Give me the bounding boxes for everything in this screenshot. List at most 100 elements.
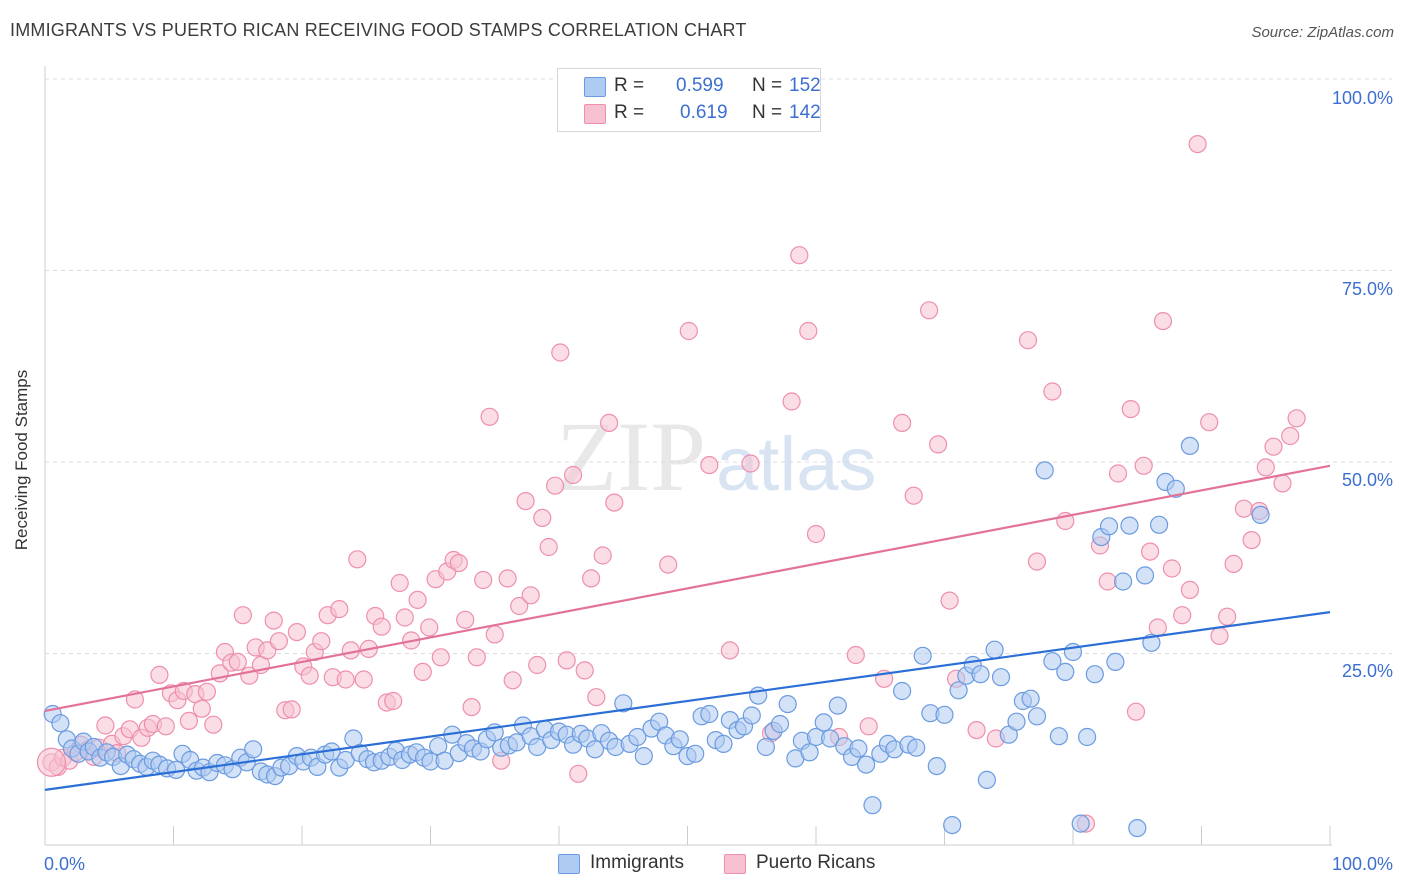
grid-lines	[45, 78, 1392, 654]
point-puerto-ricans	[1018, 331, 1038, 350]
point-puerto-ricans	[1162, 559, 1182, 578]
point-puerto-ricans	[287, 622, 306, 642]
point-puerto-ricans	[485, 625, 504, 644]
trendline-immigrants	[44, 611, 1331, 791]
point-puerto-ricans	[498, 569, 517, 588]
point-puerto-ricans	[1210, 626, 1229, 646]
correlation-legend: R = 0.599 N = 152 R = 0.619 N = 142	[557, 68, 821, 132]
y-tick-label: 50.0%	[1342, 470, 1393, 490]
point-puerto-ricans	[413, 662, 432, 682]
point-puerto-ricans	[1140, 542, 1160, 561]
point-puerto-ricans	[557, 651, 576, 670]
point-immigrants	[1135, 566, 1155, 585]
point-immigrants	[1128, 818, 1147, 838]
point-immigrants	[244, 740, 263, 759]
point-immigrants	[913, 646, 932, 665]
point-puerto-ricans	[264, 611, 283, 630]
point-immigrants	[614, 694, 633, 713]
point-puerto-ricans	[569, 764, 588, 783]
point-puerto-ricans	[1224, 554, 1243, 574]
point-puerto-ricans	[967, 720, 986, 740]
point-puerto-ricans	[605, 493, 624, 512]
point-puerto-ricans	[581, 569, 601, 588]
point-puerto-ricans	[904, 486, 923, 505]
point-immigrants	[1106, 652, 1125, 672]
point-immigrants	[1007, 712, 1026, 731]
point-immigrants	[670, 730, 689, 749]
point-immigrants	[770, 714, 790, 734]
point-puerto-ricans	[1264, 437, 1283, 456]
point-puerto-ricans	[741, 454, 760, 473]
point-puerto-ricans	[551, 343, 570, 362]
point-immigrants	[634, 746, 653, 766]
point-immigrants	[800, 743, 819, 762]
point-puerto-ricans-cluster	[36, 747, 67, 777]
point-immigrants	[949, 681, 968, 700]
point-puerto-ricans	[1148, 618, 1167, 637]
point-puerto-ricans	[150, 665, 169, 685]
point-puerto-ricans	[799, 321, 818, 341]
point-puerto-ricans	[480, 407, 499, 426]
point-puerto-ricans	[700, 456, 719, 475]
legend-label-immigrants: Immigrants	[590, 852, 684, 873]
point-puerto-ricans	[420, 618, 439, 637]
legend-n-value: 142	[789, 102, 821, 123]
point-puerto-ricans	[563, 465, 583, 485]
point-puerto-ricans	[720, 641, 740, 660]
point-immigrants	[849, 739, 868, 758]
point-puerto-ricans	[593, 546, 612, 565]
point-immigrants	[1149, 515, 1169, 534]
point-immigrants	[1120, 516, 1139, 535]
legend-r-value: 0.599	[676, 75, 724, 96]
legend-r-label: R =	[614, 75, 645, 96]
point-puerto-ricans	[587, 688, 606, 707]
point-puerto-ricans	[348, 550, 367, 569]
y-axis-label: Receiving Food Stamps	[12, 369, 31, 551]
legend-n-value: 152	[789, 75, 821, 96]
point-puerto-ricans	[1134, 456, 1153, 475]
point-immigrants	[1049, 727, 1069, 746]
point-immigrants	[927, 756, 946, 776]
point-puerto-ricans	[1121, 400, 1140, 419]
point-immigrants	[828, 696, 847, 715]
point-immigrants	[1180, 436, 1200, 455]
legend-n-label: N =	[752, 75, 783, 96]
point-immigrants	[1113, 572, 1133, 591]
point-immigrants	[1099, 517, 1119, 536]
point-puerto-ricans	[539, 537, 558, 557]
point-puerto-ricans	[408, 590, 427, 610]
point-puerto-ricans	[1108, 464, 1128, 483]
point-puerto-ricans	[156, 717, 175, 736]
point-immigrants	[985, 640, 1004, 659]
point-immigrants	[1085, 665, 1104, 684]
watermark: ZIP atlas	[556, 401, 877, 512]
trend-lines	[44, 464, 1331, 791]
point-puerto-ricans	[575, 661, 594, 680]
point-puerto-ricans	[1200, 413, 1219, 432]
point-puerto-ricans	[372, 617, 391, 636]
point-puerto-ricans	[1273, 474, 1292, 493]
point-puerto-ricans	[192, 699, 211, 718]
point-puerto-ricans	[806, 524, 826, 544]
point-puerto-ricans	[510, 596, 529, 616]
point-puerto-ricans	[1027, 552, 1047, 571]
point-immigrants	[971, 665, 990, 684]
point-puerto-ricans	[282, 700, 301, 719]
point-puerto-ricans	[179, 711, 198, 731]
trendline-puerto-ricans	[44, 464, 1331, 713]
x-tick-label-right: 100.0%	[1332, 854, 1393, 874]
point-immigrants	[628, 727, 647, 747]
point-puerto-ricans	[919, 301, 939, 320]
point-immigrants	[907, 738, 926, 757]
y-tick-label: 75.0%	[1342, 279, 1393, 299]
point-puerto-ricans	[1234, 499, 1254, 518]
point-puerto-ricans	[354, 670, 373, 689]
watermark-atlas: atlas	[716, 422, 877, 507]
legend-swatch-blue	[584, 77, 606, 97]
point-puerto-ricans	[269, 632, 288, 651]
chart-title: IMMIGRANTS VS PUERTO RICAN RECEIVING FOO…	[10, 20, 747, 40]
point-immigrants	[856, 755, 876, 774]
point-puerto-ricans	[336, 670, 355, 689]
point-immigrants	[943, 815, 962, 835]
point-immigrants	[686, 744, 705, 763]
